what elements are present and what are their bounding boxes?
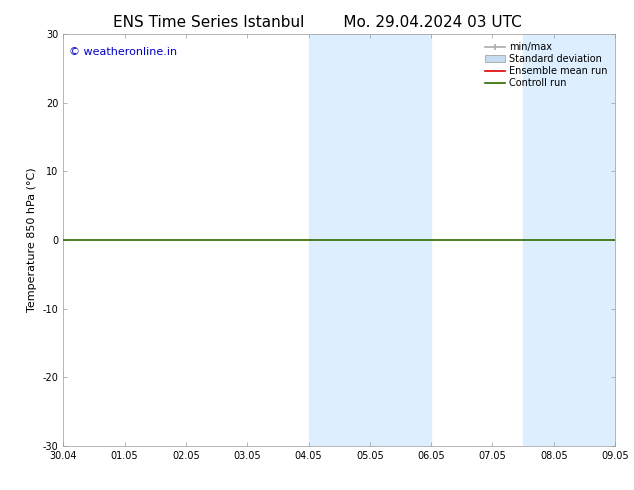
Text: ENS Time Series Istanbul        Mo. 29.04.2024 03 UTC: ENS Time Series Istanbul Mo. 29.04.2024 … — [113, 15, 521, 30]
Bar — [523, 34, 585, 446]
Bar — [370, 34, 431, 446]
Bar — [585, 34, 615, 446]
Legend: min/max, Standard deviation, Ensemble mean run, Controll run: min/max, Standard deviation, Ensemble me… — [482, 39, 610, 91]
Y-axis label: Temperature 850 hPa (°C): Temperature 850 hPa (°C) — [27, 168, 37, 313]
Bar — [309, 34, 370, 446]
Text: © weatheronline.in: © weatheronline.in — [69, 47, 177, 57]
